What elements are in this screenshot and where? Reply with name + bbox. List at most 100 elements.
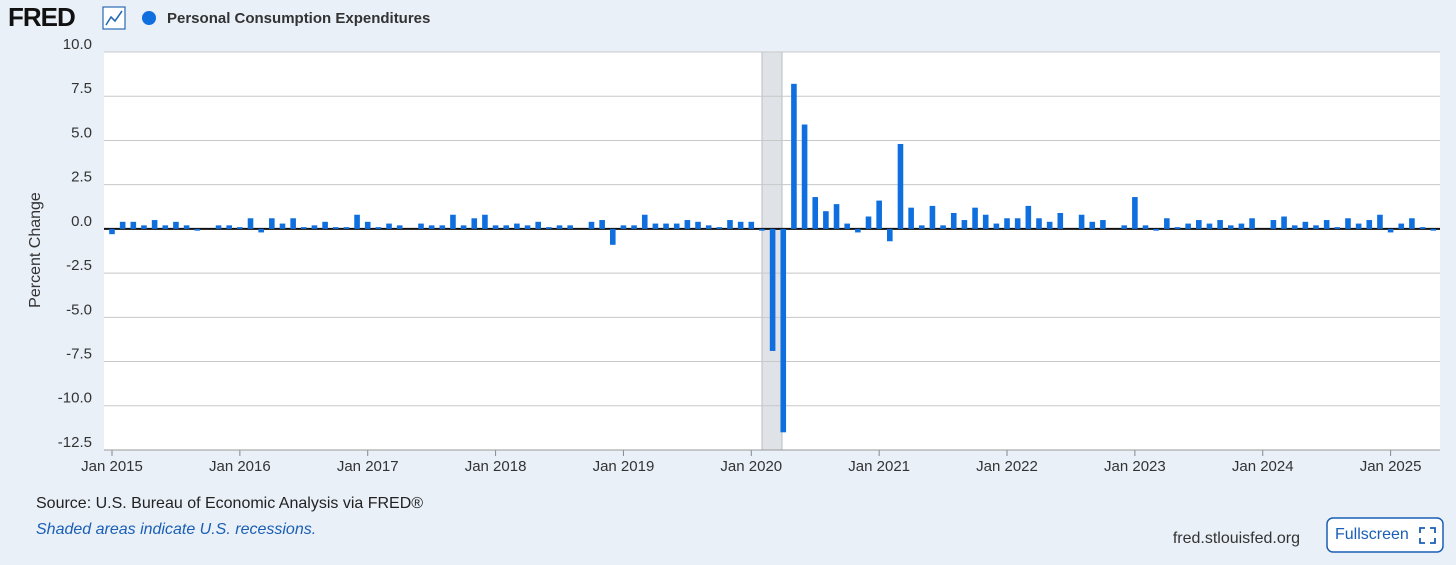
bar xyxy=(844,224,850,229)
bar xyxy=(109,229,115,234)
bar xyxy=(1313,225,1319,229)
bar xyxy=(1335,227,1341,229)
bar xyxy=(482,215,488,229)
x-tick-label: Jan 2016 xyxy=(209,458,271,475)
button-label[interactable]: Fullscreen xyxy=(1335,526,1409,543)
bar xyxy=(1228,225,1234,229)
bar xyxy=(354,215,360,229)
bar xyxy=(1026,206,1032,229)
x-tick-label: Jan 2019 xyxy=(593,458,655,475)
bar xyxy=(546,227,552,229)
bar xyxy=(1047,222,1053,229)
bar xyxy=(290,218,296,229)
y-tick-label: -5.0 xyxy=(66,301,92,318)
bar xyxy=(301,227,307,229)
bar xyxy=(152,220,158,229)
logo-icon xyxy=(103,7,125,29)
bar xyxy=(173,222,179,229)
bar xyxy=(344,227,350,229)
bar xyxy=(333,227,339,229)
bar xyxy=(258,229,264,233)
bar xyxy=(1196,220,1202,229)
bar xyxy=(429,225,435,229)
bar xyxy=(535,222,541,229)
bar xyxy=(1004,218,1010,229)
fullscreen-button[interactable]: Fullscreen xyxy=(1327,518,1443,552)
site-link[interactable]: fred.stlouisfed.org xyxy=(1173,530,1300,547)
bar xyxy=(802,125,808,229)
bar xyxy=(269,218,275,229)
bar xyxy=(1409,218,1415,229)
bar xyxy=(695,222,701,229)
x-tick-label: Jan 2024 xyxy=(1232,458,1294,475)
bar xyxy=(1377,215,1383,229)
bar xyxy=(461,225,467,229)
x-tick-label: Jan 2023 xyxy=(1104,458,1166,475)
bar xyxy=(141,225,147,229)
bar xyxy=(962,220,968,229)
bar xyxy=(418,224,424,229)
bar xyxy=(514,224,520,229)
bar xyxy=(248,218,254,229)
y-tick-label: 2.5 xyxy=(71,169,92,186)
bar xyxy=(1271,220,1277,229)
bar xyxy=(876,201,882,229)
bar xyxy=(1036,218,1042,229)
bar xyxy=(1324,220,1330,229)
bar xyxy=(930,206,936,229)
y-tick-label: 7.5 xyxy=(71,80,92,97)
bar xyxy=(1345,218,1351,229)
legend-marker xyxy=(142,11,156,25)
y-tick-label: 0.0 xyxy=(71,213,92,230)
y-tick-label: -7.5 xyxy=(66,346,92,363)
bar xyxy=(642,215,648,229)
x-tick-label: Jan 2021 xyxy=(848,458,910,475)
y-tick-label: -2.5 xyxy=(66,257,92,274)
logo: FRED xyxy=(8,2,75,32)
bar xyxy=(908,208,914,229)
y-tick-label: -10.0 xyxy=(58,390,92,407)
bar xyxy=(749,222,755,229)
x-tick-label: Jan 2018 xyxy=(465,458,527,475)
bar xyxy=(1388,229,1394,233)
bar xyxy=(1398,224,1404,229)
bar xyxy=(1420,227,1426,229)
bar xyxy=(791,84,797,229)
bar xyxy=(1292,225,1298,229)
bar xyxy=(1239,224,1245,229)
bar xyxy=(397,225,403,229)
bar xyxy=(759,229,765,231)
bar xyxy=(567,225,573,229)
bar xyxy=(1356,224,1362,229)
bar xyxy=(1249,218,1255,229)
bar xyxy=(1164,218,1170,229)
bar xyxy=(727,220,733,229)
bar xyxy=(525,225,531,229)
y-tick-label: 5.0 xyxy=(71,124,92,141)
x-tick-label: Jan 2017 xyxy=(337,458,399,475)
bar xyxy=(386,224,392,229)
bar xyxy=(589,222,595,229)
bar xyxy=(1100,220,1106,229)
bar xyxy=(280,224,286,229)
bar xyxy=(503,225,509,229)
bar xyxy=(951,213,957,229)
bar xyxy=(1132,197,1138,229)
bar xyxy=(663,224,669,229)
bar xyxy=(376,227,382,229)
bar xyxy=(365,222,371,229)
bar xyxy=(1217,220,1223,229)
bar xyxy=(322,222,328,229)
bar xyxy=(1303,222,1309,229)
bar xyxy=(685,220,691,229)
bar xyxy=(162,225,168,229)
bar xyxy=(1207,224,1213,229)
bar xyxy=(184,225,190,229)
bar xyxy=(1366,220,1372,229)
bar xyxy=(1430,229,1436,231)
bar xyxy=(834,204,840,229)
bar xyxy=(717,227,723,229)
bar xyxy=(855,229,861,233)
bar xyxy=(1057,213,1063,229)
